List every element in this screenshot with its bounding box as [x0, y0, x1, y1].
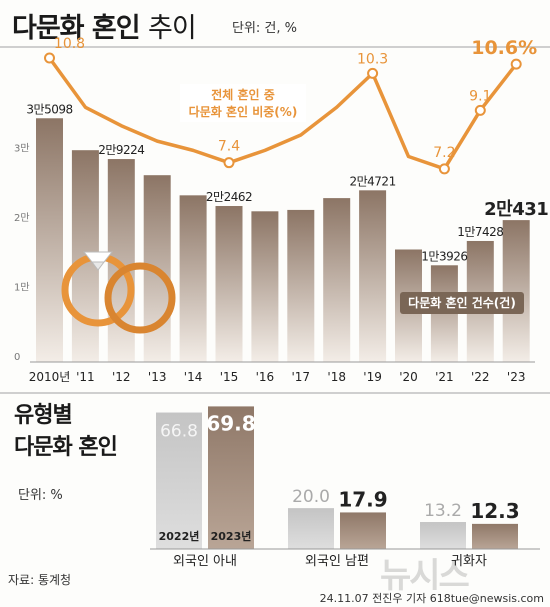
line-legend-label: 다문화 혼인 비중(%) [189, 104, 298, 119]
bar [323, 198, 351, 362]
bar [502, 220, 530, 362]
line-value-label: 10.6% [471, 37, 537, 59]
rings-illustration [61, 251, 176, 334]
y-tick-label: 3만 [14, 143, 30, 155]
bar [359, 190, 387, 362]
bar-value-label: 2만9224 [98, 143, 144, 157]
bar-value-label: 2만4721 [349, 174, 395, 188]
bar [287, 209, 315, 362]
category-label: 외국인 남편 [305, 554, 369, 569]
line-point [367, 67, 379, 79]
type-bar-value: 12.3 [470, 499, 519, 523]
series-label: 2022년 [159, 529, 200, 543]
page-title: 다문화 혼인 추이 [12, 13, 197, 44]
type-bar [156, 412, 202, 549]
y-tick-label: 2만 [14, 212, 30, 224]
section2-unit: 단위: % [18, 488, 63, 503]
series-label: 2023년 [211, 529, 252, 543]
bar [251, 211, 279, 362]
x-tick-label: '17 [292, 370, 311, 384]
x-tick-label: '16 [256, 370, 275, 384]
type-bar-value: 69.8 [206, 411, 255, 435]
x-tick-label: '19 [363, 370, 382, 384]
unit-label: 단위: 건, % [232, 21, 298, 36]
x-tick-label: '12 [112, 370, 131, 384]
type-bar [472, 523, 518, 549]
bar-legend-box [400, 292, 524, 314]
bar-value-label: 1만7428 [457, 225, 503, 239]
type-bar-value: 20.0 [292, 487, 330, 507]
source-label: 자료: 통계청 [8, 573, 72, 587]
line-value-label: 10.8 [54, 36, 85, 52]
line-point [438, 163, 450, 175]
line-value-label: 10.3 [357, 51, 388, 67]
type-bar [420, 522, 466, 549]
y-tick-label: 0 [14, 352, 20, 363]
line-value-label: 9.1 [469, 88, 491, 104]
type-bar [288, 508, 334, 549]
line-value-label: 7.2 [433, 145, 455, 161]
watermark-logo: 뉴시스 [380, 556, 470, 596]
x-tick-label: '15 [220, 370, 239, 384]
line-value-label: 7.4 [218, 139, 240, 155]
x-tick-label: '13 [148, 370, 167, 384]
line-legend-box [180, 84, 306, 122]
x-tick-label: '23 [507, 370, 526, 384]
bar-legend-label: 다문화 혼인 건수(건) [408, 295, 516, 310]
bar-value-label: 3만5098 [26, 102, 72, 116]
bar-value-label: 2만2462 [206, 190, 252, 204]
section2-title: 유형별 다문화 혼인 [14, 403, 118, 460]
top-divider [0, 46, 550, 48]
x-tick-label: '21 [435, 370, 454, 384]
x-tick-label: '20 [399, 370, 418, 384]
middle-divider [0, 392, 550, 394]
line-point [223, 157, 235, 169]
type-bar-value: 66.8 [160, 422, 198, 442]
x-tick-label: 2010년 [29, 370, 71, 384]
category-label: 외국인 아내 [173, 554, 237, 569]
bar-value-label: 1만3926 [421, 249, 467, 263]
bar-value-label: 2만431 [484, 199, 548, 220]
x-tick-label: '11 [76, 370, 95, 384]
x-tick-label: '22 [471, 370, 490, 384]
credit-label: 24.11.07 전진우 기자 618tue@newsis.com [319, 592, 544, 605]
y-tick-label: 1만 [14, 282, 30, 294]
category-label: 귀화자 [451, 554, 487, 569]
line-point [510, 58, 522, 70]
line-series [48, 56, 518, 171]
bar [215, 206, 243, 362]
bar [36, 118, 63, 362]
line-point [474, 104, 486, 116]
line-point [44, 52, 55, 64]
type-bar-value: 13.2 [424, 501, 462, 521]
type-bar-value: 17.9 [338, 487, 387, 511]
line-legend-label: 전체 혼인 중 [211, 87, 275, 102]
type-bar [208, 406, 254, 549]
x-tick-label: '14 [184, 370, 203, 384]
type-bar [340, 512, 386, 549]
x-tick-label: '18 [327, 370, 346, 384]
bar [179, 195, 207, 362]
